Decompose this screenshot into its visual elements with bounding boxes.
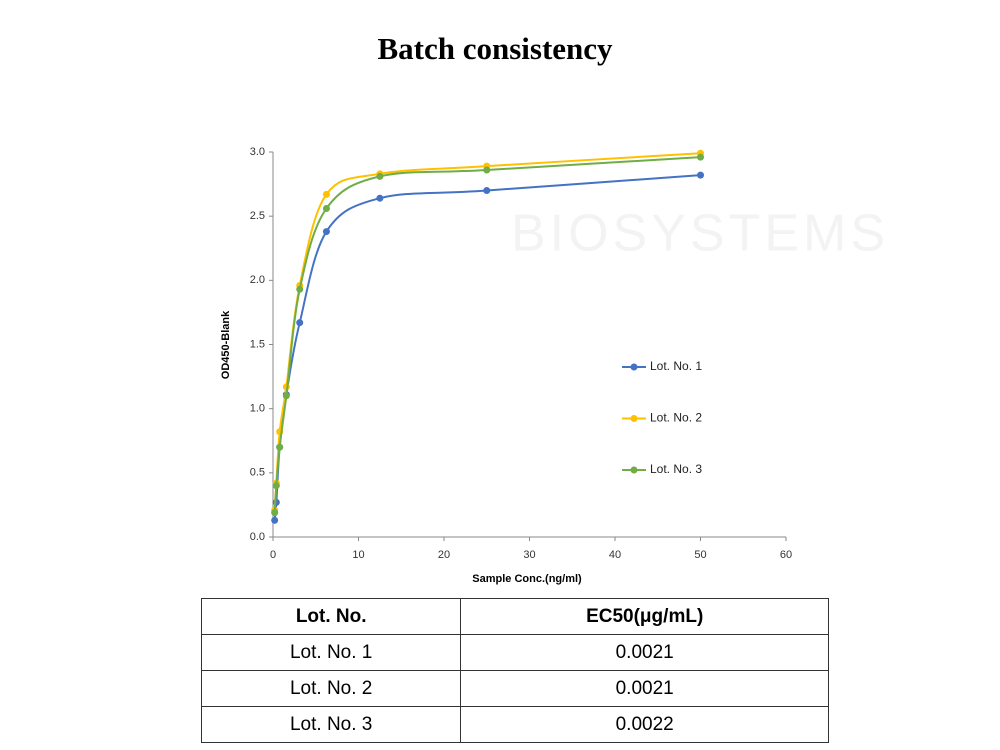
data-point — [322, 228, 330, 236]
legend-marker — [630, 363, 638, 371]
x-tick-label: 30 — [523, 549, 535, 561]
data-point — [376, 194, 384, 202]
legend-label: Lot. No. 3 — [650, 462, 702, 476]
data-point — [272, 482, 280, 490]
data-point — [276, 443, 284, 451]
x-tick-label: 60 — [780, 549, 792, 561]
table-header: Lot. No. EC50(μg/mL) — [200, 598, 829, 635]
table-cell: Lot. No. 2 — [200, 670, 462, 707]
x-axis-title: Sample Conc.(ng/ml) — [472, 573, 582, 585]
table-body: Lot. No. 1 0.0021 Lot. No. 2 0.0021 Lot. No.… — [200, 634, 829, 743]
table-row: Lot. No. 2 0.0021 — [200, 670, 829, 707]
data-point — [376, 172, 384, 180]
watermark: BIOSYSTEMS — [511, 205, 889, 263]
x-tick-label: 20 — [438, 549, 450, 561]
table-cell: 0.0021 — [460, 634, 829, 671]
y-tick-label: 2.5 — [250, 210, 265, 222]
data-point — [296, 285, 304, 293]
data-point — [483, 166, 491, 174]
data-point — [296, 319, 304, 327]
table-cell: 0.0022 — [460, 706, 829, 743]
data-point — [282, 392, 290, 400]
table-row: Lot. No. 1 0.0021 — [200, 634, 829, 671]
y-tick-label: 1.0 — [250, 403, 265, 415]
x-tick-label: 40 — [609, 549, 621, 561]
table-row: Lot. No. 3 0.0022 — [200, 706, 829, 743]
y-tick-label: 3.0 — [250, 146, 265, 158]
data-point — [271, 509, 279, 517]
table-cell: Lot. No. 3 — [200, 706, 462, 743]
legend-marker — [630, 466, 638, 474]
ec50-table: Lot. No. EC50(μg/mL) Lot. No. 1 0.0021 Lot… — [200, 598, 829, 743]
table-cell: 0.0021 — [460, 670, 829, 707]
y-tick-label: 2.0 — [250, 274, 265, 286]
header-cell: EC50(μg/mL) — [460, 598, 829, 635]
legend-label: Lot. No. 1 — [650, 359, 702, 373]
data-point — [697, 153, 704, 161]
header-cell: Lot. No. — [200, 598, 462, 635]
y-tick-label: 0.5 — [250, 467, 265, 479]
data-point — [322, 190, 330, 198]
chart: BIOSYSTEMS Batch consistency Sample Conc… — [220, 31, 889, 585]
data-point — [697, 171, 704, 179]
x-tick-label: 50 — [694, 549, 706, 561]
chart-title: Batch consistency — [377, 31, 613, 66]
data-point — [322, 204, 330, 212]
y-tick-label: 1.5 — [250, 338, 265, 350]
y-tick-label: 0.0 — [250, 531, 265, 543]
x-tick-label: 0 — [270, 549, 276, 561]
y-axis-title: OD450-Blank — [220, 310, 232, 379]
table-cell: Lot. No. 1 — [200, 634, 462, 671]
legend-label: Lot. No. 2 — [650, 411, 702, 425]
legend-marker — [630, 415, 638, 422]
data-point — [271, 516, 279, 524]
data-point — [483, 187, 491, 194]
x-tick-label: 10 — [352, 549, 364, 561]
